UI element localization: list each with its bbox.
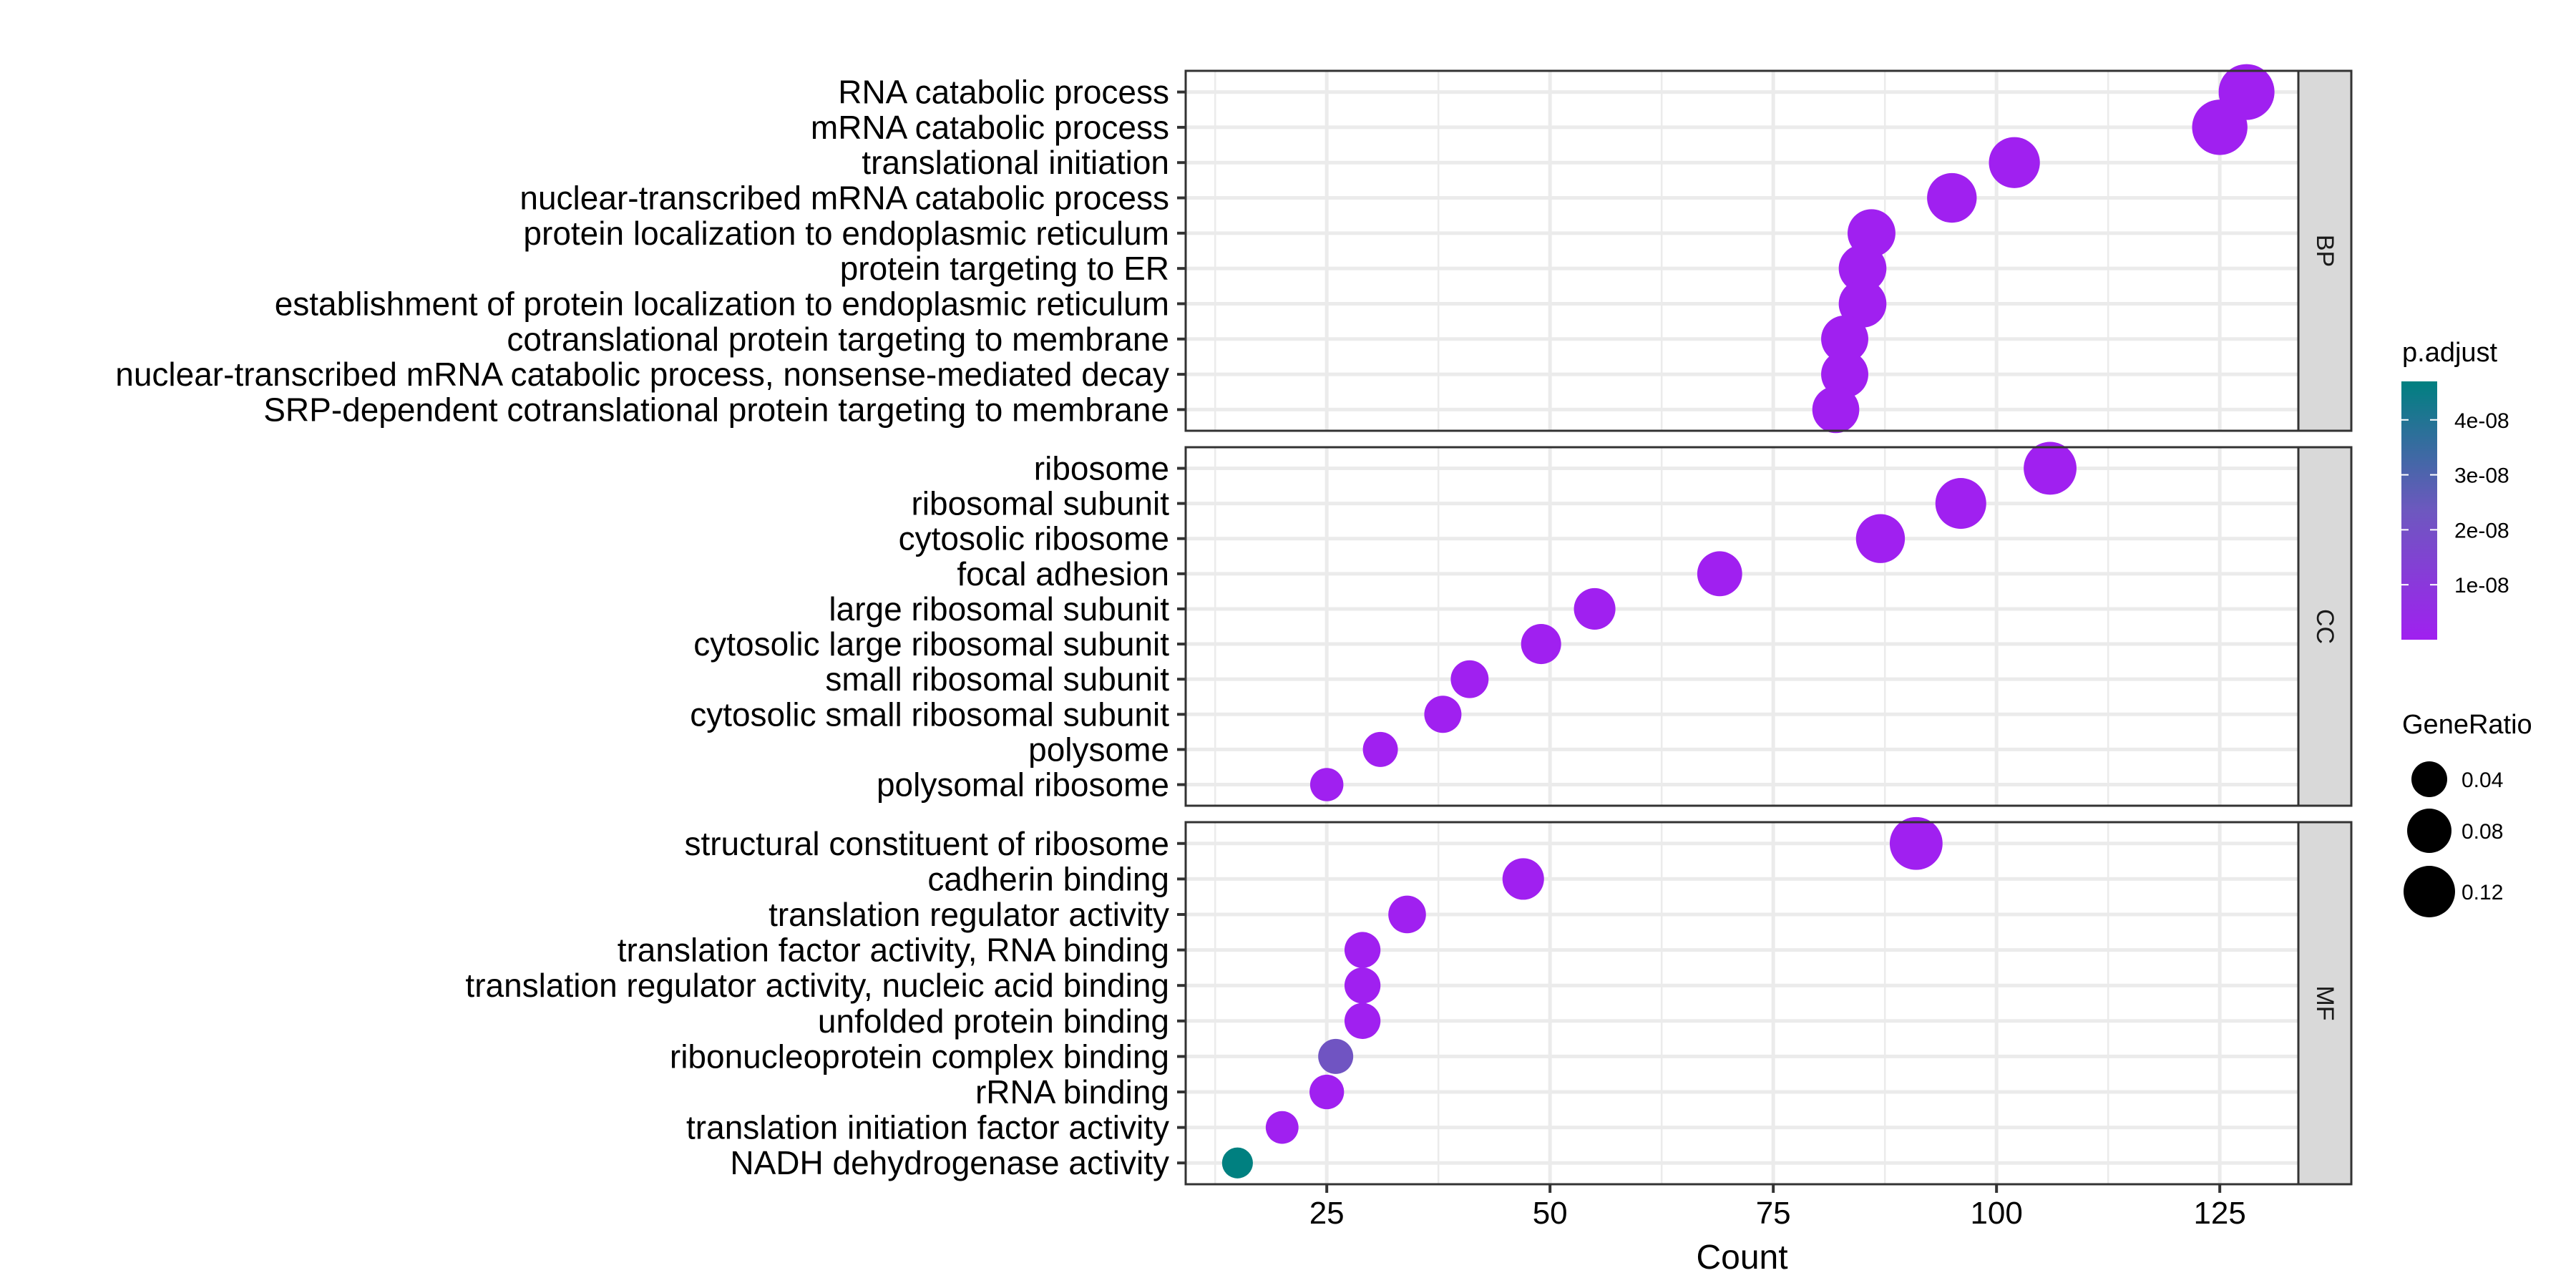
data-point xyxy=(1344,932,1381,968)
color-bar xyxy=(2401,381,2437,640)
term-label: ribonucleoprotein complex binding xyxy=(670,1038,1169,1075)
data-point xyxy=(1221,1147,1253,1179)
data-point xyxy=(1989,137,2040,188)
term-label: cytosolic small ribosomal subunit xyxy=(690,696,1169,733)
data-point xyxy=(1344,1002,1381,1039)
data-point xyxy=(1574,587,1616,630)
facet-strip-label: CC xyxy=(2311,609,2338,644)
term-label: focal adhesion xyxy=(957,555,1169,592)
term-label: NADH dehydrogenase activity xyxy=(730,1144,1169,1181)
p-adjust-legend: p.adjust 1e-08 2e-08 3e-08 4e-08 xyxy=(2401,338,2509,640)
term-label: cytosolic large ribosomal subunit xyxy=(693,625,1169,663)
data-point xyxy=(1821,351,1868,399)
term-label: ribosomal subunit xyxy=(911,485,1169,522)
data-point xyxy=(1889,816,1943,870)
data-point xyxy=(2192,99,2248,155)
facet-strip-label: BP xyxy=(2311,235,2338,267)
term-label: large ribosomal subunit xyxy=(829,590,1169,628)
facet-strip xyxy=(2297,69,2353,432)
color-bar-label: 1e-08 xyxy=(2454,574,2509,597)
data-point xyxy=(1309,1074,1345,1110)
color-bar-label: 4e-08 xyxy=(2454,409,2509,433)
gene-ratio-legend: GeneRatio 0.04 0.08 0.12 xyxy=(2402,710,2532,917)
facet-strip-label: MF xyxy=(2311,985,2338,1020)
color-bar-label: 2e-08 xyxy=(2454,519,2509,542)
term-label: protein targeting to ER xyxy=(840,250,1169,287)
data-point xyxy=(1697,551,1742,597)
term-label: RNA catabolic process xyxy=(838,74,1169,111)
panel-background xyxy=(1186,822,2298,1184)
term-label: ribosome xyxy=(1034,449,1169,487)
data-point xyxy=(1344,967,1381,1004)
color-legend-title: p.adjust xyxy=(2402,338,2498,368)
term-label: small ribosomal subunit xyxy=(825,660,1169,698)
term-label: polysomal ribosome xyxy=(877,766,1169,804)
size-legend-key xyxy=(2411,761,2447,797)
size-legend-label: 0.12 xyxy=(2462,881,2503,904)
panel-background xyxy=(1186,447,2298,806)
term-label: nuclear-transcribed mRNA catabolic proce… xyxy=(519,180,1169,217)
term-label: translation factor activity, RNA binding xyxy=(618,932,1169,969)
term-label: rRNA binding xyxy=(975,1073,1169,1111)
x-tick-label: 125 xyxy=(2193,1196,2245,1231)
legends: p.adjust 1e-08 2e-08 3e-08 4e-08 GeneRatio 0.0… xyxy=(2401,338,2532,917)
term-label: translation regulator activity, nucleic … xyxy=(465,967,1169,1004)
data-point xyxy=(1502,858,1544,900)
data-point xyxy=(1450,660,1489,698)
data-point xyxy=(1838,244,1887,293)
size-legend-key xyxy=(2407,809,2451,853)
x-axis: 25 50 75 100 125 Count xyxy=(1309,1184,2246,1277)
term-label: nuclear-transcribed mRNA catabolic proce… xyxy=(115,356,1169,393)
term-label: polysome xyxy=(1028,731,1169,768)
term-label: protein localization to endoplasmic reti… xyxy=(523,215,1169,252)
x-axis-title: Count xyxy=(1696,1239,1787,1277)
term-label: translation regulator activity xyxy=(769,896,1169,933)
data-point xyxy=(1521,624,1561,665)
data-point xyxy=(1855,514,1906,563)
data-point xyxy=(1821,315,1868,363)
x-tick-label: 25 xyxy=(1309,1196,1345,1231)
x-tick-label: 100 xyxy=(1970,1196,2022,1231)
data-point xyxy=(1424,696,1462,733)
data-point xyxy=(1309,768,1344,801)
size-legend-title: GeneRatio xyxy=(2402,710,2532,740)
size-legend-label: 0.08 xyxy=(2462,820,2503,844)
data-point xyxy=(1362,731,1398,767)
term-label: cytosolic ribosome xyxy=(899,520,1169,557)
size-legend-label: 0.04 xyxy=(2462,769,2503,792)
term-label: establishment of protein localization to… xyxy=(275,285,1169,322)
term-label: structural constituent of ribosome xyxy=(684,825,1169,862)
color-bar-label: 3e-08 xyxy=(2454,464,2509,488)
data-point xyxy=(1388,895,1426,934)
term-label: translational initiation xyxy=(862,144,1169,181)
data-point xyxy=(1927,172,1977,223)
x-tick-label: 50 xyxy=(1533,1196,1568,1231)
term-label: unfolded protein binding xyxy=(818,1002,1169,1040)
size-legend-key xyxy=(2404,866,2455,917)
data-point xyxy=(1838,280,1887,328)
term-label: mRNA catabolic process xyxy=(811,109,1169,146)
panel-background xyxy=(1186,71,2298,431)
term-label: translation initiation factor activity xyxy=(686,1109,1169,1146)
x-tick-label: 75 xyxy=(1756,1196,1791,1231)
facet-strip xyxy=(2297,446,2353,807)
data-point xyxy=(1935,478,1986,530)
facet-panel-mf: structural constituent of ribosomecadher… xyxy=(465,816,2353,1186)
term-label: cotranslational protein targeting to mem… xyxy=(507,321,1169,358)
data-point xyxy=(2024,441,2077,495)
term-label: SRP-dependent cotranslational protein ta… xyxy=(263,391,1169,428)
data-point xyxy=(1265,1111,1299,1144)
facet-strip xyxy=(2297,821,2353,1186)
data-point xyxy=(1812,386,1860,434)
term-label: cadherin binding xyxy=(927,860,1169,897)
data-point xyxy=(1318,1038,1354,1074)
